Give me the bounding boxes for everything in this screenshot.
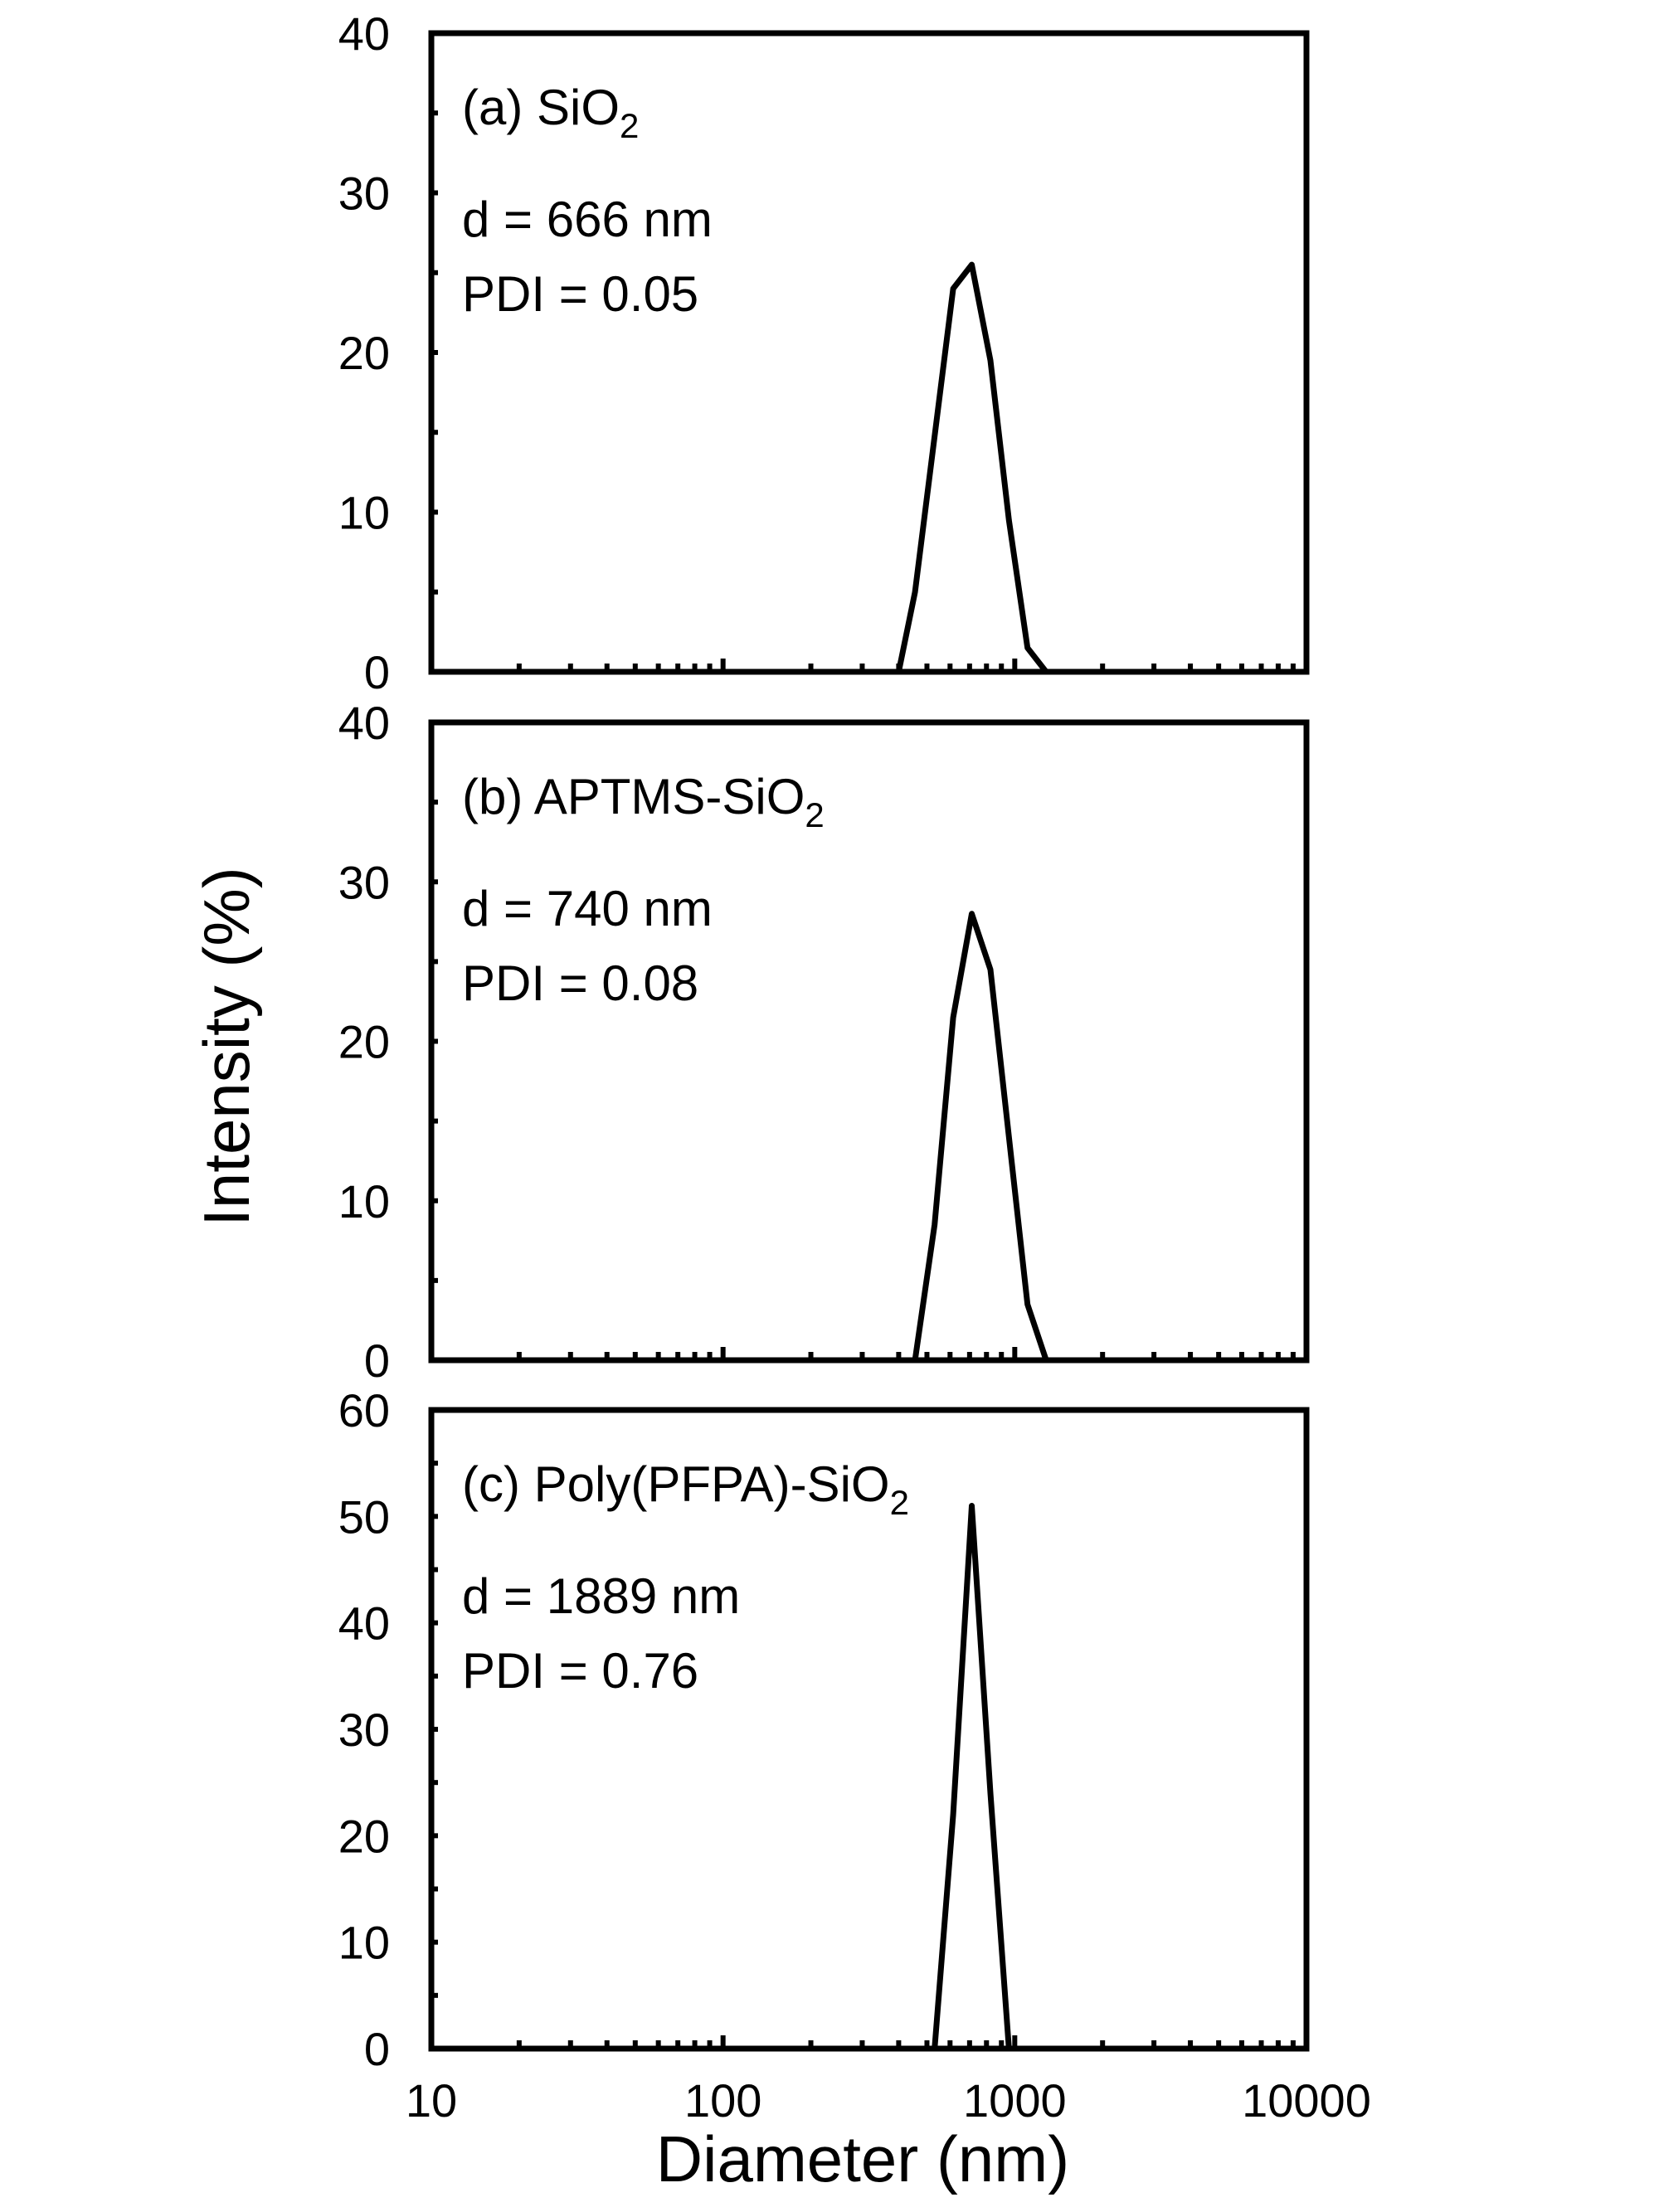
x-axis-label: Diameter (nm) [656,2122,1069,2195]
pdi-annotation: PDI = 0.76 [462,1643,698,1699]
panel-label-subscript: 2 [805,795,824,834]
y-tick-label: 20 [338,1016,390,1068]
diameter-annotation: d = 740 nm [462,881,713,936]
y-tick-label: 50 [338,1490,390,1543]
panel-label-text: (b) APTMS-SiO [462,769,805,824]
x-tick-label: 10 [406,2074,457,2127]
y-tick-label: 0 [364,1334,390,1387]
panel-label: (a) SiO2 [462,80,639,145]
y-tick-label: 20 [338,1810,390,1862]
x-axis-tick-labels: 10 100 1000 10000 [406,2074,1371,2127]
y-tick-label: 40 [338,697,390,749]
y-tick-label: 60 [338,1384,390,1437]
panel-label-subscript: 2 [890,1483,909,1522]
panel-c: 0 10 20 30 40 50 60 (c) Poly(PFPA)-SiO2 d = 1889… [338,1384,1310,2075]
y-tick-label: 40 [338,7,390,60]
y-tick-label: 40 [338,1597,390,1650]
series-line [895,261,1048,674]
y-tick-label: 30 [338,168,390,220]
y-tick-label: 20 [338,327,390,379]
y-tick-label: 0 [364,2023,390,2075]
y-tick-label: 10 [338,487,390,539]
panel-label-text: (a) SiO [462,80,620,135]
x-tick-label: 100 [684,2074,761,2127]
y-tick-label: 10 [338,1917,390,1969]
x-tick-label: 10000 [1242,2074,1371,2127]
x-tick-label: 1000 [963,2074,1067,2127]
panel-b: 0 10 20 30 40 (b) APTMS-SiO2 d = 740 nm PDI = 0… [338,697,1310,1387]
pdi-annotation: PDI = 0.05 [462,266,698,322]
series-line [932,1503,1012,2049]
y-tick-label: 30 [338,856,390,908]
panel-label-text: (c) Poly(PFPA)-SiO [462,1456,890,1512]
panel-label-subscript: 2 [620,106,639,145]
diameter-annotation: d = 666 nm [462,192,713,247]
y-tick-label: 30 [338,1704,390,1756]
y-tick-label: 0 [364,646,390,698]
pdi-annotation: PDI = 0.08 [462,955,698,1011]
y-tick-label: 10 [338,1175,390,1228]
panel-label: (b) APTMS-SiO2 [462,769,825,834]
y-axis-label: Intensity (%) [190,867,263,1226]
panel-a: 0 10 20 30 40 (a) SiO2 d = 666 nm PDI = 0.05 [338,7,1310,698]
series-line [912,911,1049,1362]
diameter-annotation: d = 1889 nm [462,1568,740,1624]
panel-label: (c) Poly(PFPA)-SiO2 [462,1456,909,1522]
